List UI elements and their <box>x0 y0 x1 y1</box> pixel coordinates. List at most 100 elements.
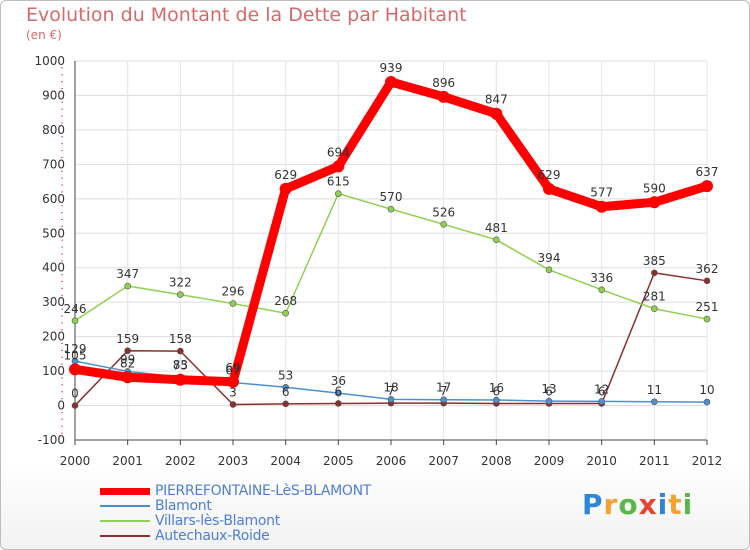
data-label: 590 <box>643 181 666 195</box>
data-point-2 <box>177 291 184 298</box>
data-label: 629 <box>538 168 561 182</box>
data-point-1 <box>335 389 342 397</box>
legend-label-blamont: Blamont <box>155 498 212 514</box>
data-point-0 <box>490 107 503 120</box>
data-point-1 <box>598 398 605 405</box>
data-label: 99 <box>120 352 135 366</box>
legend-swatch-autechaux <box>100 535 150 537</box>
data-point-1 <box>703 398 711 406</box>
data-label: 615 <box>327 175 350 189</box>
data-label: 322 <box>169 276 192 290</box>
x-tick-label: 2010 <box>586 454 617 468</box>
data-point-3 <box>229 401 237 408</box>
data-label: 6 <box>282 385 290 399</box>
data-point-0 <box>174 373 187 386</box>
x-tick-label: 2007 <box>428 454 459 468</box>
logo-letter: r <box>603 488 619 521</box>
data-label: 577 <box>590 186 613 200</box>
data-point-0 <box>69 363 81 376</box>
chart-title: Evolution du Montant de la Dette par Hab… <box>26 4 467 26</box>
data-point-3 <box>71 402 79 409</box>
x-tick-label: 2004 <box>270 454 301 468</box>
y-tick-label: 500 <box>42 226 65 240</box>
data-point-0 <box>332 160 345 173</box>
data-point-0 <box>437 90 450 103</box>
x-tick-label: 2012 <box>692 454 723 468</box>
data-point-3 <box>282 400 289 408</box>
data-point-3 <box>335 400 342 407</box>
logo-letter: i <box>682 488 694 521</box>
data-point-2 <box>387 205 395 213</box>
data-label: 481 <box>485 221 508 235</box>
y-tick-label: 200 <box>42 330 65 344</box>
data-label: 158 <box>169 332 192 346</box>
data-point-2 <box>703 315 711 323</box>
chart-subtitle: (en €) <box>26 28 62 42</box>
legend-swatch-pierrefontaine <box>100 488 150 495</box>
x-tick-label: 2003 <box>218 454 249 468</box>
logo-letter: x <box>638 488 658 521</box>
legend-swatch-villars <box>100 520 150 522</box>
legend-label-pierrefontaine: PIERREFONTAINE-LèS-BLAMONT <box>155 483 372 499</box>
data-label: 3 <box>229 386 237 400</box>
data-label: 17 <box>436 381 451 395</box>
data-point-1 <box>282 383 289 391</box>
data-point-0 <box>595 200 608 213</box>
data-point-2 <box>71 317 79 325</box>
data-label: 6 <box>598 384 606 398</box>
data-point-2 <box>335 190 342 197</box>
data-point-0 <box>701 180 713 193</box>
data-label: 347 <box>116 267 139 281</box>
data-label: 36 <box>331 374 346 388</box>
legend-label-autechaux: Autechaux-Roide <box>155 528 270 544</box>
y-tick-label: 0 <box>57 399 65 413</box>
data-point-2 <box>229 300 237 307</box>
y-tick-label: 1000 <box>34 54 65 68</box>
data-point-2 <box>440 221 447 228</box>
data-label: 7 <box>440 384 448 398</box>
data-label: 0 <box>71 387 79 401</box>
data-point-2 <box>545 266 553 274</box>
legend-swatch-blamont <box>100 505 150 507</box>
y-tick-label: 900 <box>42 88 65 102</box>
data-point-0 <box>385 76 397 89</box>
data-point-0 <box>648 196 661 209</box>
data-point-2 <box>651 305 658 313</box>
data-label: 12 <box>594 382 609 396</box>
data-label: 629 <box>274 168 297 182</box>
data-label: 526 <box>432 205 455 219</box>
data-label: 251 <box>696 300 719 314</box>
data-point-2 <box>493 236 500 244</box>
data-label: 268 <box>274 294 297 308</box>
data-label: 6 <box>335 384 343 398</box>
data-label: 7 <box>387 384 395 398</box>
x-tick-label: 2006 <box>376 454 407 468</box>
data-point-1 <box>493 396 500 404</box>
legend-label-villars: Villars-lès-Blamont <box>155 513 280 529</box>
data-point-1 <box>387 396 395 403</box>
data-point-1 <box>545 397 553 405</box>
data-point-3 <box>703 277 711 285</box>
data-point-3 <box>651 269 658 277</box>
data-label: 6 <box>493 384 501 398</box>
x-tick-label: 2000 <box>60 454 91 468</box>
data-point-1 <box>440 396 447 403</box>
data-label: 159 <box>116 332 139 346</box>
data-label: 69 <box>225 361 240 375</box>
x-tick-label: 2002 <box>165 454 196 468</box>
x-tick-label: 2008 <box>481 454 512 468</box>
logo-letter: o <box>618 488 639 521</box>
data-point-3 <box>177 347 184 355</box>
x-tick-label: 2001 <box>112 454 143 468</box>
data-point-3 <box>124 347 131 355</box>
data-point-2 <box>282 309 289 317</box>
data-label: 385 <box>643 254 666 268</box>
data-label: 13 <box>541 382 556 396</box>
data-point-0 <box>121 371 134 384</box>
x-tick-label: 2011 <box>639 454 670 468</box>
data-point-0 <box>279 182 292 195</box>
logo-letter: i <box>657 488 669 521</box>
x-tick-label: 2005 <box>323 454 354 468</box>
x-tick-label: 2009 <box>534 454 565 468</box>
